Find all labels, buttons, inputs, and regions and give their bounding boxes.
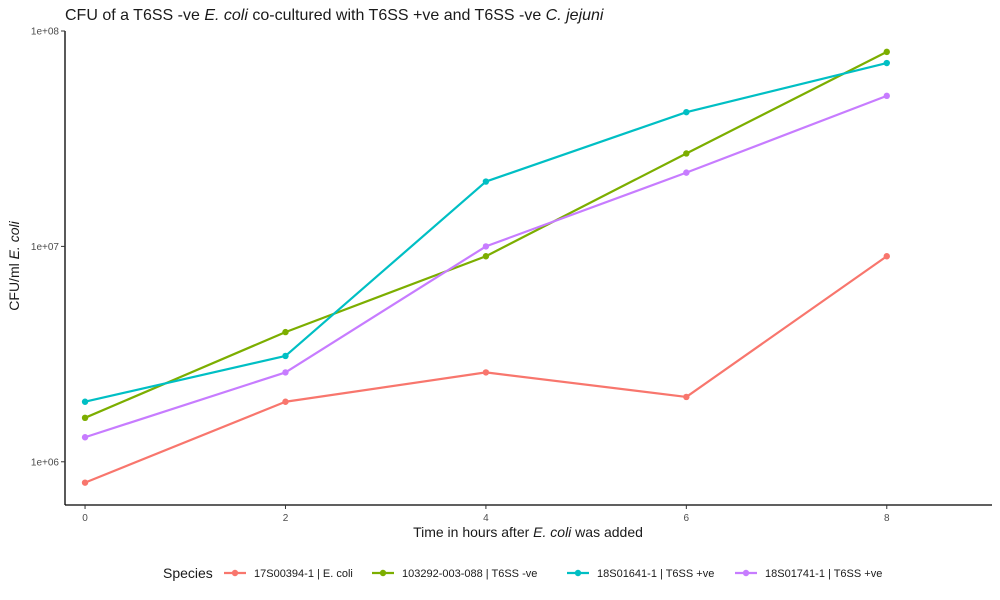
data-point bbox=[883, 253, 890, 260]
series-line bbox=[84, 50, 888, 419]
legend-item: 18S01741-1 | T6SS +ve bbox=[735, 568, 882, 580]
legend-items: 17S00394-1 | E. coli 103292-003-088 | T6S… bbox=[224, 568, 882, 580]
data-point bbox=[683, 169, 690, 176]
data-point bbox=[81, 414, 89, 422]
x-tick-label: 8 bbox=[884, 513, 890, 524]
legend-label: 18S01741-1 | T6SS +ve bbox=[765, 568, 882, 580]
series-1 bbox=[81, 48, 890, 422]
y-tick-label: 1e+06 bbox=[31, 457, 60, 468]
data-point bbox=[883, 59, 890, 67]
series-2 bbox=[81, 59, 890, 405]
title-part: E. coli bbox=[204, 7, 248, 24]
data-point bbox=[81, 479, 89, 486]
title-part: C. jejuni bbox=[546, 7, 604, 24]
legend-key-point bbox=[574, 569, 582, 577]
data-point bbox=[482, 369, 490, 376]
data-point bbox=[883, 92, 890, 100]
data-point bbox=[282, 328, 289, 336]
legend-title: Species bbox=[163, 565, 213, 581]
data-point bbox=[883, 48, 890, 56]
data-point bbox=[282, 369, 289, 376]
legend-label: 18S01641-1 | T6SS +ve bbox=[597, 568, 714, 580]
y-axis-title-part: E. coli bbox=[6, 220, 22, 259]
x-axis-ticks: 0 2 4 6 8 bbox=[82, 505, 890, 524]
series-0 bbox=[81, 253, 890, 486]
y-axis-ticks: 1e+06 1e+07 1e+08 bbox=[31, 27, 65, 468]
data-point bbox=[81, 434, 89, 441]
legend: Species 17S00394-1 | E. coli 103292-003-0… bbox=[163, 565, 882, 581]
legend-label: 17S00394-1 | E. coli bbox=[254, 568, 353, 580]
series-layer bbox=[81, 48, 890, 486]
y-tick-label: 1e+08 bbox=[31, 27, 60, 38]
legend-key-point bbox=[379, 569, 387, 577]
data-point bbox=[482, 253, 490, 260]
data-point bbox=[282, 352, 289, 360]
x-axis-title-part: was added bbox=[571, 524, 643, 540]
data-point bbox=[683, 393, 690, 401]
series-3 bbox=[81, 92, 890, 441]
y-tick-label: 1e+07 bbox=[31, 242, 60, 253]
title-part: co-cultured with T6SS +ve and T6SS -ve bbox=[248, 7, 546, 24]
x-axis-title: Time in hours after E. coli was added bbox=[413, 524, 643, 540]
legend-key-point bbox=[742, 569, 750, 577]
x-tick-label: 6 bbox=[684, 513, 690, 524]
data-point bbox=[282, 398, 289, 405]
data-point bbox=[482, 243, 490, 250]
title-part: CFU of a T6SS -ve bbox=[65, 7, 204, 24]
x-axis-title-part: Time in hours after bbox=[413, 524, 533, 540]
legend-item: 17S00394-1 | E. coli bbox=[224, 568, 353, 580]
x-tick-label: 2 bbox=[283, 513, 289, 524]
x-tick-label: 0 bbox=[82, 513, 88, 524]
chart-title: CFU of a T6SS -ve E. coli co-cultured wi… bbox=[65, 7, 604, 24]
data-point bbox=[81, 398, 89, 405]
plot-area: 1e+06 1e+07 1e+08 0 2 4 6 8 bbox=[31, 27, 992, 524]
x-axis-title-part: E. coli bbox=[533, 524, 572, 540]
y-axis-title: CFU/ml E. coli bbox=[6, 220, 22, 310]
legend-item: 18S01641-1 | T6SS +ve bbox=[567, 568, 714, 580]
data-point bbox=[683, 108, 690, 116]
x-tick-label: 4 bbox=[483, 513, 489, 524]
y-axis-title-part: CFU/ml bbox=[6, 259, 22, 310]
data-point bbox=[482, 178, 490, 185]
legend-key-point bbox=[231, 569, 239, 577]
legend-item: 103292-003-088 | T6SS -ve bbox=[372, 568, 537, 580]
series-line bbox=[84, 94, 888, 439]
legend-label: 103292-003-088 | T6SS -ve bbox=[402, 568, 537, 580]
data-point bbox=[683, 150, 690, 157]
